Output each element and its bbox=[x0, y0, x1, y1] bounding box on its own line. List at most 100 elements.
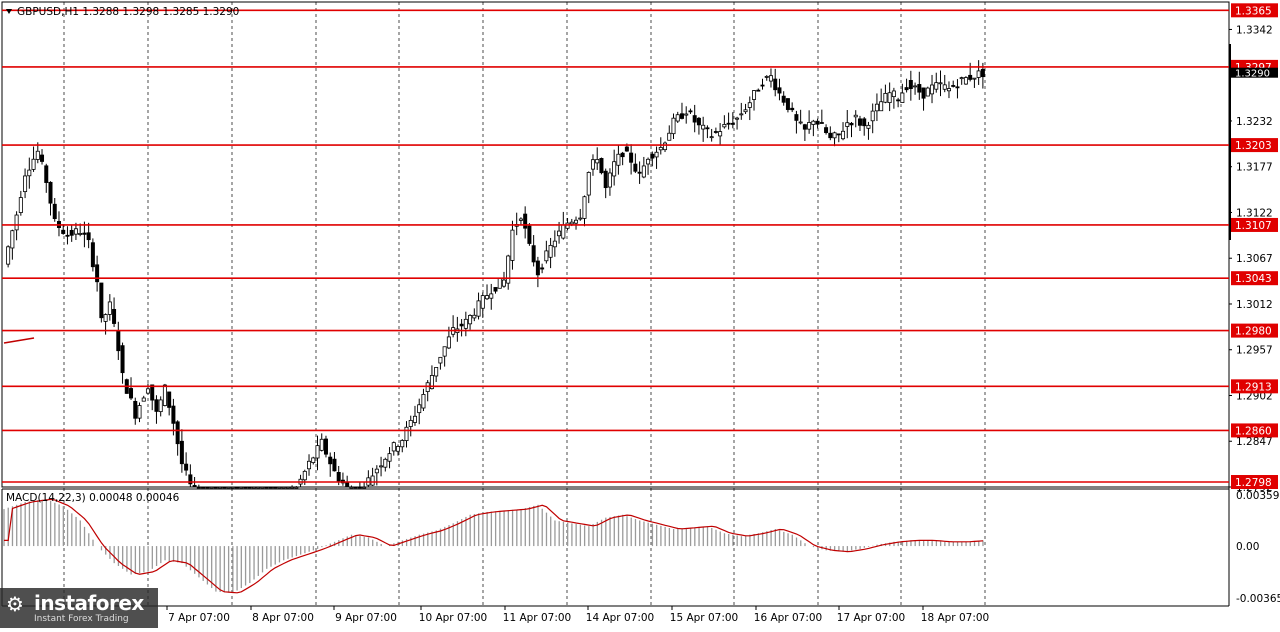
candle-body bbox=[880, 102, 883, 111]
candle-body bbox=[134, 401, 137, 418]
candle-body bbox=[396, 446, 399, 451]
candle-body bbox=[329, 457, 332, 464]
candle-body bbox=[15, 215, 18, 230]
candle-body bbox=[278, 487, 281, 488]
candle-body bbox=[96, 265, 99, 282]
candle-body bbox=[460, 324, 463, 326]
candle-body bbox=[392, 443, 395, 451]
candle-body bbox=[774, 79, 777, 90]
candle-body bbox=[617, 154, 620, 165]
candle-body bbox=[536, 261, 539, 275]
y-tick-label: 1.3012 bbox=[1236, 299, 1273, 311]
candle-body bbox=[218, 487, 221, 488]
candle-body bbox=[36, 151, 39, 159]
candle-body bbox=[829, 133, 832, 137]
candle-body bbox=[439, 357, 442, 363]
candle-body bbox=[930, 85, 933, 94]
watermark-brand: instaforex bbox=[34, 591, 144, 615]
price-title: GBPUSD,H1 1.3288 1.3298 1.3285 1.3290 bbox=[17, 6, 239, 18]
candle-body bbox=[333, 459, 336, 471]
candle-body bbox=[138, 406, 141, 419]
candle-body bbox=[274, 487, 277, 488]
candle-body bbox=[206, 487, 209, 488]
candle-body bbox=[676, 115, 679, 121]
level-label: 1.2913 bbox=[1235, 381, 1272, 393]
x-tick-label: 18 Apr 07:00 bbox=[921, 612, 989, 624]
x-tick-label: 9 Apr 07:00 bbox=[335, 612, 397, 624]
candle-body bbox=[7, 247, 10, 264]
y-tick-label: 1.2957 bbox=[1236, 345, 1273, 357]
candle-body bbox=[553, 241, 556, 247]
candle-body bbox=[812, 121, 815, 124]
candle-body bbox=[53, 204, 56, 218]
macd-y-tick-label: 0.00 bbox=[1236, 541, 1259, 553]
candle-body bbox=[935, 83, 938, 90]
y-tick-label: 1.3122 bbox=[1236, 207, 1273, 219]
candle-body bbox=[634, 164, 637, 171]
candle-body bbox=[426, 383, 429, 392]
candle-body bbox=[312, 458, 315, 463]
x-tick-label: 16 Apr 07:00 bbox=[754, 612, 822, 624]
candle-body bbox=[163, 385, 166, 406]
candle-body bbox=[613, 162, 616, 176]
candle-body bbox=[642, 166, 645, 177]
candle-body bbox=[363, 487, 366, 488]
candle-body bbox=[744, 110, 747, 112]
candle-body bbox=[757, 90, 760, 91]
x-tick-label: 8 Apr 07:00 bbox=[252, 612, 314, 624]
candle-body bbox=[464, 319, 467, 328]
candle-body bbox=[778, 88, 781, 93]
x-tick-label: 11 Apr 07:00 bbox=[503, 612, 571, 624]
candle-body bbox=[354, 487, 357, 488]
candle-body bbox=[473, 315, 476, 318]
macd-panel: 0.003590.00-0.00365MACD(14,22,3) 0.00048… bbox=[2, 489, 1280, 624]
candle-body bbox=[659, 147, 662, 149]
candle-body bbox=[583, 197, 586, 219]
candle-body bbox=[655, 152, 658, 157]
candle-body bbox=[172, 406, 175, 423]
candle-body bbox=[748, 103, 751, 108]
candle-body bbox=[892, 91, 895, 97]
candle-body bbox=[888, 93, 891, 103]
candle-body bbox=[532, 246, 535, 262]
candle-body bbox=[850, 123, 853, 125]
candle-body bbox=[45, 166, 48, 183]
candle-body bbox=[672, 118, 675, 133]
candle-body bbox=[909, 80, 912, 88]
candle-body bbox=[447, 337, 450, 348]
candle-body bbox=[600, 158, 603, 172]
macd-y-tick-label: 0.00359 bbox=[1236, 490, 1279, 502]
candle-body bbox=[947, 89, 950, 91]
candle-body bbox=[23, 176, 26, 192]
candle-body bbox=[485, 296, 488, 299]
candle-body bbox=[261, 487, 264, 488]
candle-body bbox=[210, 487, 213, 488]
candle-body bbox=[155, 400, 158, 412]
candle-body bbox=[685, 114, 688, 115]
candle-body bbox=[388, 454, 391, 462]
candle-body bbox=[507, 256, 510, 283]
candle-body bbox=[524, 214, 527, 228]
candle-body bbox=[824, 128, 827, 133]
candle-body bbox=[375, 469, 378, 473]
candle-body bbox=[587, 172, 590, 195]
candle-body bbox=[663, 143, 666, 150]
x-tick-label: 17 Apr 07:00 bbox=[837, 612, 905, 624]
watermark-tagline: Instant Forex Trading bbox=[34, 614, 129, 624]
instaforex-watermark: ⚙ instaforex Instant Forex Trading bbox=[0, 588, 158, 628]
y-tick-label: 1.3067 bbox=[1236, 253, 1273, 265]
candle-body bbox=[108, 302, 111, 314]
x-tick-label: 15 Apr 07:00 bbox=[670, 612, 738, 624]
candle-body bbox=[346, 482, 349, 487]
axis-scroll-bar bbox=[1229, 44, 1231, 240]
candle-body bbox=[409, 420, 412, 426]
candle-body bbox=[180, 441, 183, 463]
candle-body bbox=[257, 487, 260, 488]
candle-body bbox=[384, 459, 387, 467]
price-plot-area bbox=[2, 2, 1229, 487]
candle-body bbox=[494, 287, 497, 291]
candle-body bbox=[87, 233, 90, 240]
candle-body bbox=[83, 233, 86, 234]
level-label: 1.3203 bbox=[1235, 140, 1272, 152]
